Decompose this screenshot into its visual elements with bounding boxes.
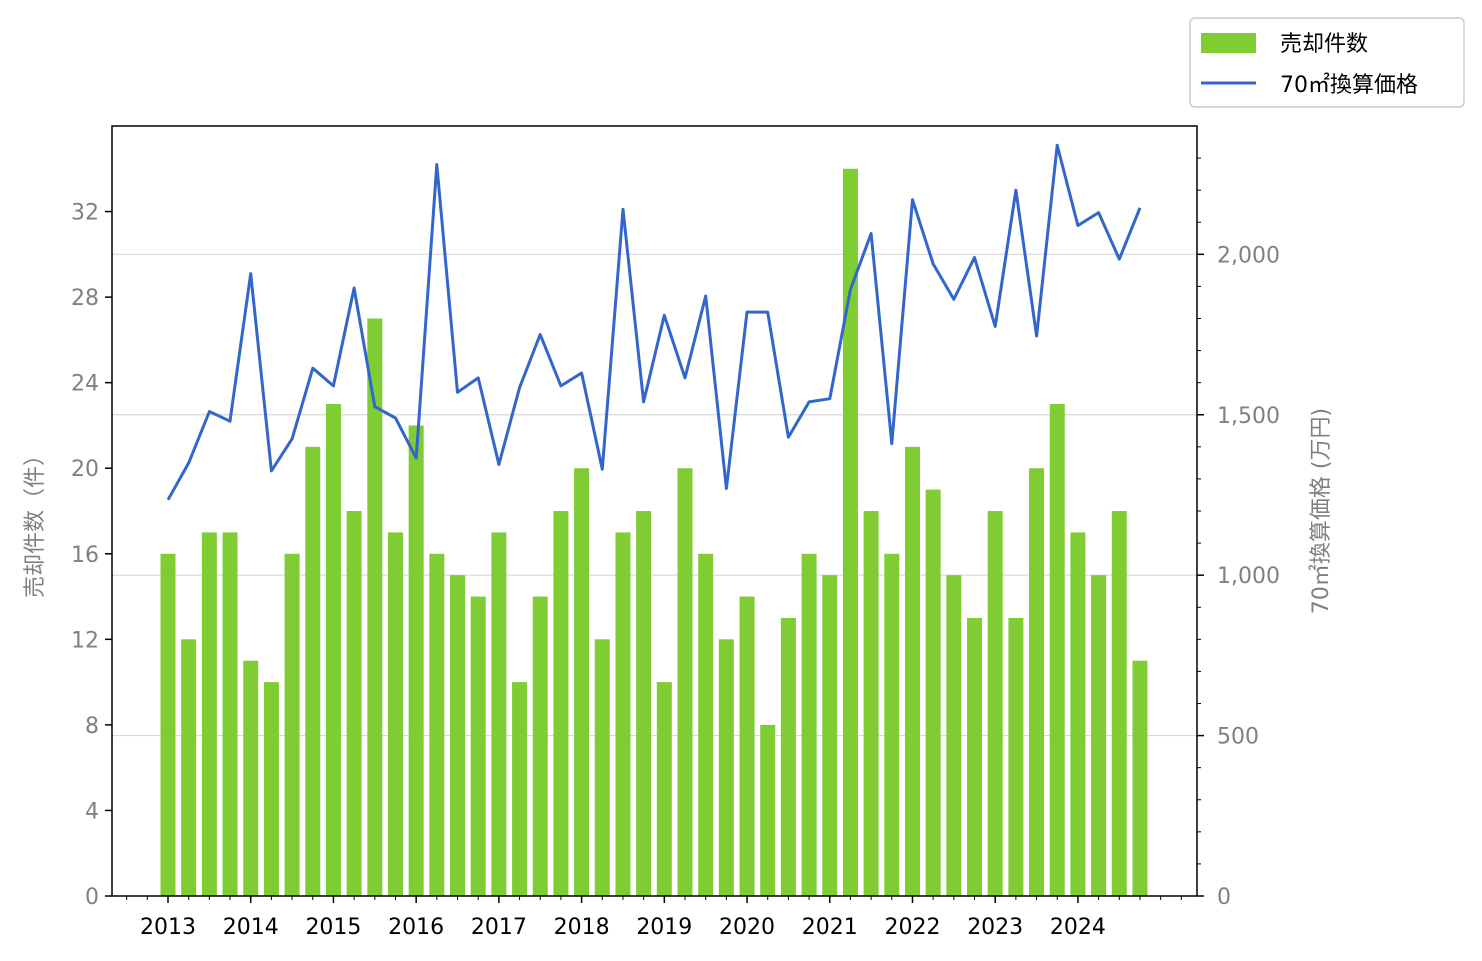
bar bbox=[636, 511, 652, 896]
left-tick-label: 28 bbox=[71, 286, 99, 311]
bar bbox=[594, 639, 610, 896]
right-tick-label: 0 bbox=[1217, 885, 1231, 910]
bar bbox=[822, 575, 838, 896]
bar bbox=[1049, 404, 1065, 896]
x-tick-label: 2023 bbox=[967, 915, 1023, 940]
bar bbox=[1070, 532, 1086, 896]
bar bbox=[739, 596, 755, 896]
x-tick-label: 2019 bbox=[636, 915, 692, 940]
bar bbox=[780, 617, 796, 896]
bar bbox=[346, 511, 362, 896]
bar bbox=[263, 682, 279, 896]
bar-series bbox=[160, 168, 1148, 896]
bar bbox=[760, 724, 776, 896]
right-axis: 0 500 1,000 1,500 2,000 bbox=[1197, 157, 1280, 910]
x-tick-label: 2013 bbox=[140, 915, 196, 940]
x-axis: 2013 2014 2015 2016 2017 2018 2019 2020 2021 2022… bbox=[126, 896, 1182, 940]
right-tick-label: 1,500 bbox=[1217, 404, 1280, 429]
bar bbox=[656, 682, 672, 896]
bar bbox=[553, 511, 569, 896]
x-tick-label: 2015 bbox=[305, 915, 361, 940]
price-line bbox=[166, 143, 1142, 501]
bar bbox=[842, 168, 858, 896]
bar bbox=[160, 553, 176, 896]
x-tick-label: 2020 bbox=[719, 915, 775, 940]
bar bbox=[863, 511, 879, 896]
bar bbox=[387, 532, 403, 896]
legend-frame bbox=[1189, 17, 1465, 108]
x-tick-label: 2021 bbox=[802, 915, 858, 940]
bar bbox=[325, 404, 341, 896]
bar bbox=[884, 553, 900, 896]
bar bbox=[429, 553, 445, 896]
left-tick-label: 32 bbox=[71, 201, 99, 226]
bar bbox=[925, 489, 941, 896]
bar bbox=[1008, 617, 1024, 896]
bar bbox=[967, 617, 983, 896]
bar bbox=[677, 468, 693, 896]
left-tick-label: 8 bbox=[85, 714, 99, 739]
bar bbox=[201, 532, 217, 896]
bar bbox=[512, 682, 528, 896]
x-tick-label: 2014 bbox=[223, 915, 279, 940]
bar bbox=[222, 532, 238, 896]
legend-line-label: 70㎡換算価格 bbox=[1280, 72, 1418, 98]
x-tick-label: 2022 bbox=[884, 915, 940, 940]
bar bbox=[801, 553, 817, 896]
left-tick-label: 20 bbox=[71, 457, 99, 482]
bar bbox=[450, 575, 466, 896]
bar bbox=[946, 575, 962, 896]
left-tick-label: 12 bbox=[71, 628, 99, 653]
left-tick-label: 24 bbox=[71, 372, 99, 397]
left-tick-label: 4 bbox=[85, 799, 99, 824]
bar bbox=[408, 425, 424, 896]
bar bbox=[284, 553, 300, 896]
bar bbox=[305, 446, 321, 896]
x-tick-label: 2016 bbox=[388, 915, 444, 940]
bar bbox=[574, 468, 590, 896]
x-tick-label: 2018 bbox=[554, 915, 610, 940]
legend-bar-swatch bbox=[1201, 33, 1256, 53]
bar bbox=[698, 553, 714, 896]
bar bbox=[904, 446, 920, 896]
bar bbox=[181, 639, 197, 896]
bar bbox=[470, 596, 486, 896]
right-tick-label: 1,000 bbox=[1217, 564, 1280, 589]
x-tick-label: 2017 bbox=[471, 915, 527, 940]
bar bbox=[615, 532, 631, 896]
bar bbox=[718, 639, 734, 896]
bar bbox=[1091, 575, 1107, 896]
bar bbox=[532, 596, 548, 896]
left-axis-label: 売却件数（件） bbox=[23, 444, 48, 598]
bar bbox=[491, 532, 507, 896]
left-axis: 0 4 8 12 16 20 24 28 32 bbox=[71, 201, 112, 910]
left-tick-label: 0 bbox=[85, 885, 99, 910]
right-axis-label: 70㎡換算価格 (万円) bbox=[1308, 408, 1334, 614]
left-tick-label: 16 bbox=[71, 543, 99, 568]
bar bbox=[367, 318, 383, 896]
legend: 売却件数 70㎡換算価格 bbox=[1189, 17, 1465, 108]
bar bbox=[243, 660, 259, 896]
bar bbox=[987, 511, 1003, 896]
right-tick-label: 500 bbox=[1217, 725, 1259, 750]
bar bbox=[1111, 511, 1127, 896]
right-tick-label: 2,000 bbox=[1217, 243, 1280, 268]
line-series bbox=[166, 143, 1142, 501]
legend-bar-label: 売却件数 bbox=[1280, 32, 1368, 57]
bar bbox=[1029, 468, 1045, 896]
x-tick-label: 2024 bbox=[1050, 915, 1106, 940]
bar bbox=[1132, 660, 1148, 896]
